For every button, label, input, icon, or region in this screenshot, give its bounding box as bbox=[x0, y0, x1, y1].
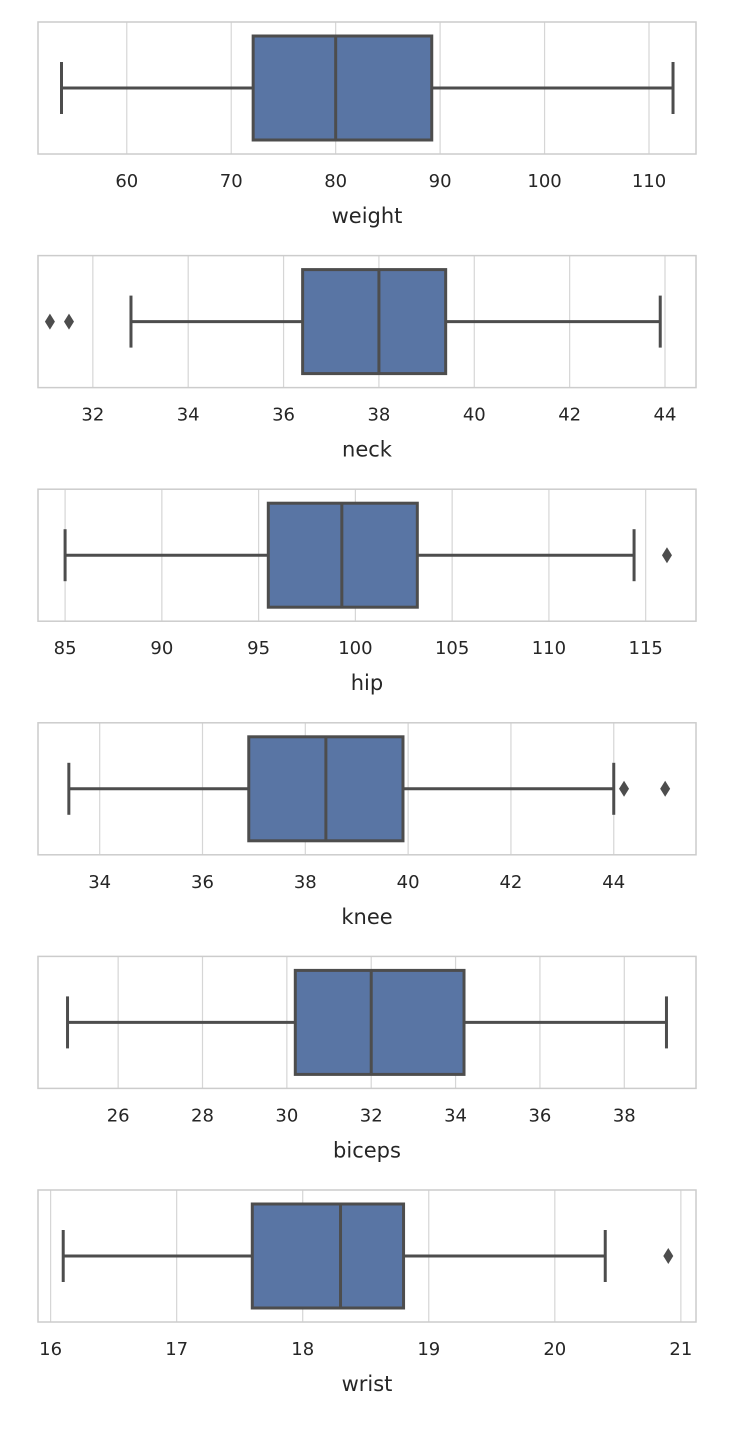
x-tick-label: 20 bbox=[543, 1339, 566, 1360]
x-tick-label: 32 bbox=[360, 1105, 383, 1126]
x-tick-label: 44 bbox=[602, 872, 625, 893]
x-axis-label: weight bbox=[332, 204, 403, 228]
x-tick-label: 21 bbox=[669, 1339, 692, 1360]
boxplot-panel-biceps: 26 28 30 32 34 36 38 biceps bbox=[38, 956, 696, 1162]
x-axis-label: knee bbox=[341, 905, 392, 929]
boxplot-panel-weight: 60 70 80 90 100 110 weight bbox=[38, 22, 696, 228]
x-tick-label: 60 bbox=[115, 171, 138, 192]
x-tick-label: 40 bbox=[397, 872, 420, 893]
x-tick-label: 100 bbox=[527, 171, 561, 192]
x-tick-label: 115 bbox=[629, 638, 663, 659]
x-tick-label: 44 bbox=[654, 405, 677, 426]
x-tick-label: 80 bbox=[324, 171, 347, 192]
x-tick-label: 38 bbox=[294, 872, 317, 893]
x-tick-label: 34 bbox=[177, 405, 200, 426]
x-tick-label: 42 bbox=[558, 405, 581, 426]
iqr-box bbox=[295, 970, 464, 1074]
x-tick-label: 34 bbox=[88, 872, 111, 893]
x-tick-label: 42 bbox=[499, 872, 522, 893]
x-tick-label: 90 bbox=[150, 638, 173, 659]
x-tick-label: 110 bbox=[632, 171, 666, 192]
iqr-box bbox=[252, 1204, 403, 1308]
x-tick-label: 32 bbox=[81, 405, 104, 426]
x-tick-label: 36 bbox=[191, 872, 214, 893]
x-tick-label: 26 bbox=[107, 1105, 130, 1126]
iqr-box bbox=[253, 36, 432, 140]
x-axis-label: neck bbox=[342, 438, 393, 462]
iqr-box bbox=[303, 270, 446, 374]
x-tick-label: 30 bbox=[275, 1105, 298, 1126]
x-tick-label: 40 bbox=[463, 405, 486, 426]
x-axis-label: wrist bbox=[342, 1372, 393, 1396]
x-tick-label: 28 bbox=[191, 1105, 214, 1126]
x-tick-label: 38 bbox=[367, 405, 390, 426]
x-tick-label: 17 bbox=[165, 1339, 188, 1360]
x-axis-label: hip bbox=[351, 671, 383, 695]
x-tick-label: 36 bbox=[272, 405, 295, 426]
boxplot-panel-knee: 34 36 38 40 42 44 knee bbox=[38, 723, 696, 929]
boxplot-panel-hip: 85 90 95 100 105 110 115 hip bbox=[38, 489, 696, 695]
x-tick-label: 16 bbox=[39, 1339, 62, 1360]
boxplot-panel-neck: 32 34 36 38 40 42 44 neck bbox=[38, 256, 696, 462]
x-tick-label: 18 bbox=[291, 1339, 314, 1360]
x-tick-label: 36 bbox=[528, 1105, 551, 1126]
x-tick-label: 95 bbox=[247, 638, 270, 659]
x-tick-label: 34 bbox=[444, 1105, 467, 1126]
x-tick-label: 38 bbox=[613, 1105, 636, 1126]
x-tick-label: 90 bbox=[429, 171, 452, 192]
x-tick-label: 110 bbox=[532, 638, 566, 659]
x-tick-label: 100 bbox=[338, 638, 372, 659]
x-tick-label: 70 bbox=[220, 171, 243, 192]
boxplot-panel-wrist: 16 17 18 19 20 21 wrist bbox=[38, 1190, 696, 1396]
x-axis-label: biceps bbox=[333, 1138, 401, 1162]
x-tick-label: 19 bbox=[417, 1339, 440, 1360]
x-tick-label: 105 bbox=[435, 638, 469, 659]
x-tick-label: 85 bbox=[54, 638, 77, 659]
